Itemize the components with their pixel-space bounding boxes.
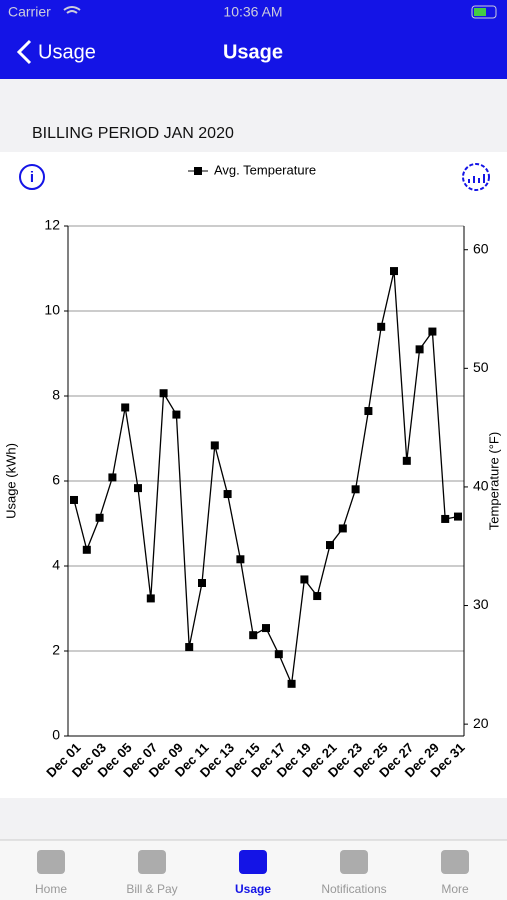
- point: [249, 631, 258, 640]
- point: [223, 490, 232, 499]
- header-bg: [0, 0, 507, 79]
- chart-bg: [0, 152, 507, 798]
- y-tick-label: 4: [52, 557, 60, 573]
- tab-label[interactable]: More: [441, 882, 469, 896]
- battery: [471, 5, 497, 19]
- point: [390, 267, 398, 276]
- point: [185, 643, 194, 652]
- point: [454, 512, 462, 521]
- settings-button[interactable]: [462, 163, 490, 191]
- point: [313, 592, 322, 601]
- point: [236, 555, 245, 564]
- legend-marker: [194, 167, 202, 175]
- point: [402, 456, 411, 465]
- y-axis-label: Usage (kWh): [3, 443, 18, 519]
- point: [415, 345, 424, 354]
- y2-tick-label: 20: [473, 715, 489, 731]
- point: [428, 327, 437, 336]
- y-tick-label: 8: [52, 387, 60, 403]
- point: [351, 485, 360, 494]
- clock: 10:36 AM: [223, 4, 282, 20]
- tab-icon[interactable]: [37, 850, 65, 874]
- tab-label[interactable]: Home: [35, 882, 67, 896]
- point: [300, 575, 309, 584]
- y-tick-label: 12: [44, 217, 60, 233]
- point: [274, 650, 283, 659]
- point: [172, 410, 181, 419]
- tab-label[interactable]: Usage: [235, 882, 271, 896]
- tab-icon[interactable]: [441, 850, 469, 874]
- section-bg: [0, 79, 507, 152]
- info-icon: i: [30, 169, 34, 186]
- y2-tick-label: 50: [473, 359, 489, 375]
- y-tick-label: 2: [52, 642, 60, 658]
- point: [134, 484, 142, 493]
- point: [210, 441, 219, 450]
- point: [441, 514, 450, 523]
- gap-bg: [0, 798, 507, 840]
- legend-label: Avg. Temperature: [214, 162, 316, 177]
- point: [326, 541, 334, 550]
- point: [70, 495, 78, 504]
- back-button[interactable]: Usage: [38, 41, 96, 63]
- y2-tick-label: 60: [473, 240, 489, 256]
- point: [82, 545, 91, 554]
- section-title: BILLING PERIOD JAN 2020: [32, 125, 234, 142]
- tab-label[interactable]: Bill & Pay: [126, 882, 177, 896]
- point: [338, 524, 347, 533]
- tab-icon[interactable]: [138, 850, 166, 874]
- wifi-icon: [63, 6, 81, 14]
- point: [108, 473, 117, 482]
- y-tick-label: 0: [52, 727, 60, 743]
- point: [262, 624, 270, 633]
- point: [364, 407, 373, 416]
- y-tick-label: 10: [44, 302, 60, 318]
- tab-label[interactable]: Notifications: [321, 882, 386, 896]
- point: [377, 322, 386, 331]
- tab-icon[interactable]: [239, 850, 267, 874]
- y2-axis-label: Temperature (°F): [486, 432, 501, 530]
- point: [146, 594, 155, 603]
- battery-level: [474, 8, 486, 16]
- y2-tick-label: 40: [473, 478, 489, 494]
- point: [159, 389, 168, 398]
- point: [287, 679, 296, 688]
- point: [198, 579, 206, 587]
- y2-tick-label: 30: [473, 596, 489, 612]
- point: [95, 513, 104, 522]
- settings-icon: [468, 174, 485, 183]
- tab-icon[interactable]: [340, 850, 368, 874]
- y-tick-label: 6: [52, 472, 60, 488]
- carrier: Carrier: [8, 4, 51, 20]
- nav-title: Usage: [223, 41, 283, 63]
- back-icon[interactable]: [16, 39, 32, 65]
- info-button[interactable]: [19, 164, 45, 190]
- tabs: Home Bill & Pay Usage Notifications More: [35, 850, 469, 896]
- point: [121, 403, 130, 412]
